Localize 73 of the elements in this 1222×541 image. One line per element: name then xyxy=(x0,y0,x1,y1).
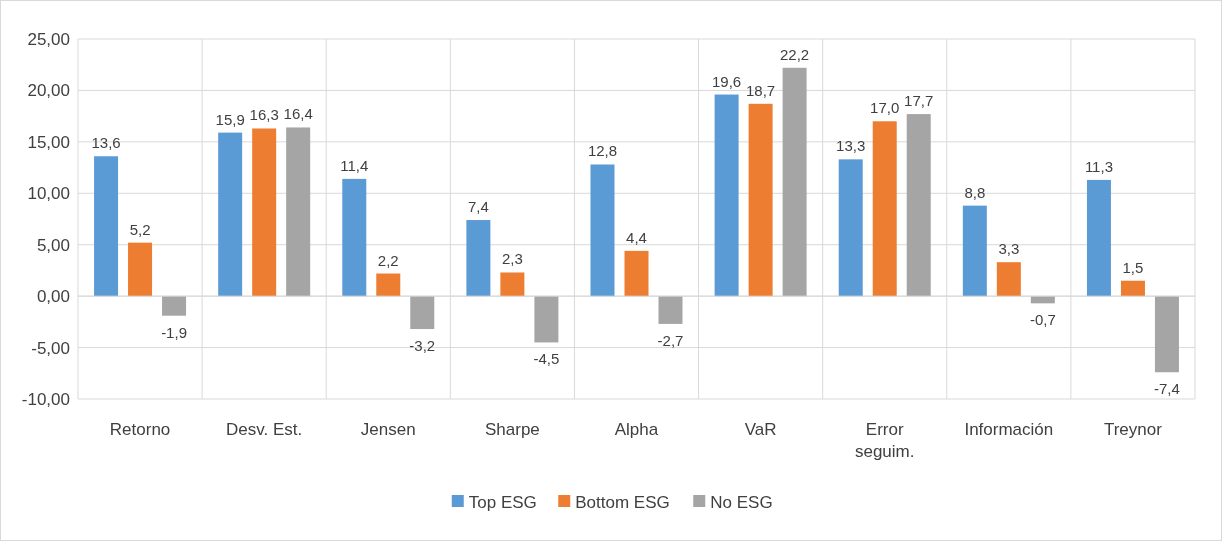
y-tick-label: 15,00 xyxy=(27,132,70,152)
x-tick-label: Sharpe xyxy=(484,420,540,439)
bar xyxy=(466,220,491,297)
data-label: 3,3 xyxy=(998,240,1020,258)
bar xyxy=(94,156,119,297)
bar xyxy=(342,178,367,297)
data-label: 19,6 xyxy=(712,72,742,90)
y-tick-label: 25,00 xyxy=(27,30,70,49)
x-tick-label: Treynor xyxy=(1103,420,1163,439)
data-label: 13,3 xyxy=(836,137,866,155)
data-label: 16,3 xyxy=(249,106,279,124)
bar xyxy=(872,121,897,297)
data-label: 22,2 xyxy=(780,45,810,63)
y-tick-label: 5,00 xyxy=(36,235,70,255)
data-label: 11,4 xyxy=(340,156,369,174)
bar xyxy=(1120,280,1145,297)
bar xyxy=(838,159,863,297)
data-label: 16,4 xyxy=(283,105,313,123)
bar xyxy=(500,272,525,297)
bar xyxy=(962,205,987,297)
data-label: 13,6 xyxy=(91,134,121,152)
data-label: -0,7 xyxy=(1029,311,1056,329)
bar xyxy=(658,296,683,324)
bar xyxy=(714,94,739,297)
legend-label: Top ESG xyxy=(468,493,537,512)
data-label: -4,5 xyxy=(533,350,560,368)
y-tick-label: 10,00 xyxy=(27,184,70,204)
bar xyxy=(624,250,649,297)
data-label: 2,2 xyxy=(377,251,399,269)
data-label: 18,7 xyxy=(746,81,776,99)
y-tick-label: 0,00 xyxy=(36,287,70,307)
bar xyxy=(906,114,931,297)
bar xyxy=(252,128,277,297)
bar xyxy=(410,296,435,330)
data-label: 17,7 xyxy=(904,92,934,110)
x-tick-label: Alpha xyxy=(614,420,659,439)
bar xyxy=(996,262,1021,297)
bar xyxy=(748,103,773,297)
data-label: 2,3 xyxy=(501,250,523,268)
data-label: 4,4 xyxy=(626,228,647,246)
x-tick-label: Error seguim. xyxy=(854,420,915,461)
data-label: 5,2 xyxy=(129,220,151,238)
data-label: 15,9 xyxy=(215,110,245,128)
bar xyxy=(128,242,153,297)
x-tick-label: Desv. Est. xyxy=(226,420,303,439)
data-label: -3,2 xyxy=(409,337,436,355)
y-tick-label: -10,00 xyxy=(21,390,70,409)
data-label: -7,4 xyxy=(1154,380,1180,398)
legend-label: No ESG xyxy=(710,493,773,512)
bar xyxy=(534,296,559,343)
x-tick-label: Información xyxy=(964,420,1054,439)
bar xyxy=(162,296,187,316)
bar xyxy=(376,273,401,297)
y-tick-label: -5,00 xyxy=(31,338,70,358)
y-tick-label: 20,00 xyxy=(27,81,70,101)
bar xyxy=(286,127,311,297)
x-tick-label: Jensen xyxy=(360,420,416,439)
x-tick-label: Retorno xyxy=(109,420,171,439)
data-label: -1,9 xyxy=(161,323,187,341)
bar xyxy=(218,132,243,297)
data-label: 7,4 xyxy=(467,198,489,216)
data-label: 8,8 xyxy=(964,183,986,201)
x-tick-label: VaR xyxy=(744,420,777,439)
data-label: 17,0 xyxy=(870,99,900,117)
data-label: 11,3 xyxy=(1084,157,1113,175)
bar xyxy=(782,67,807,297)
legend-label: Bottom ESG xyxy=(575,493,670,512)
bar xyxy=(1154,296,1179,373)
data-label: 12,8 xyxy=(587,142,618,160)
bar xyxy=(1086,179,1111,297)
data-label: -2,7 xyxy=(657,331,684,349)
bar xyxy=(590,164,615,297)
data-label: 1,5 xyxy=(1122,258,1144,276)
